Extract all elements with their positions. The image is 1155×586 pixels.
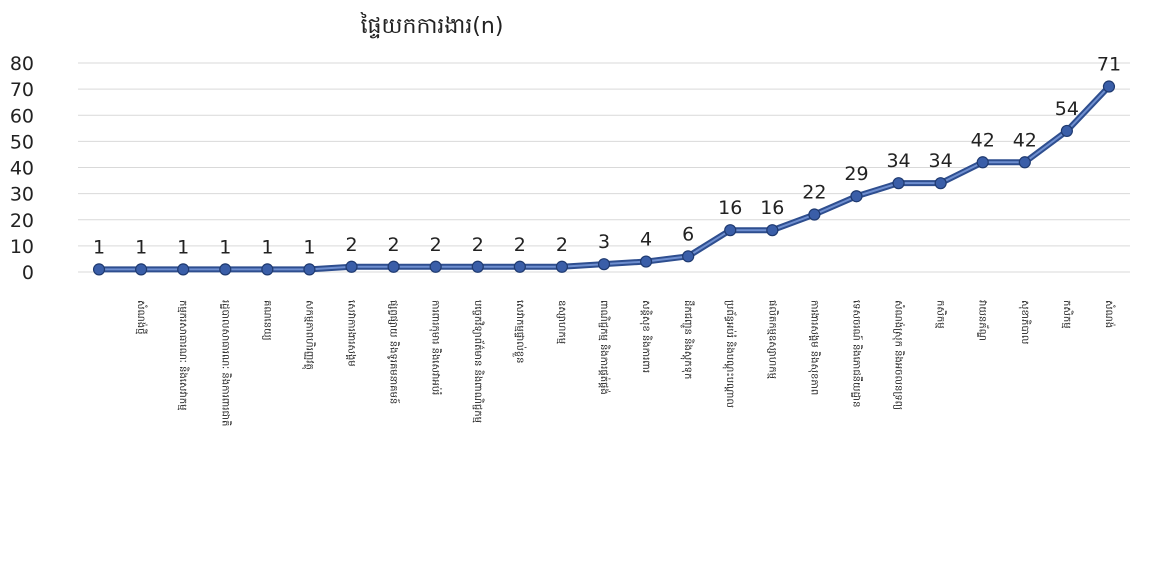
x-tick-label: កសិកម្ម <box>1061 300 1074 329</box>
data-label: 1 <box>93 236 105 258</box>
data-point <box>682 250 695 263</box>
data-label: 2 <box>345 234 357 256</box>
x-tick-label: សំណង់ <box>1103 300 1116 328</box>
x-tick-label: សកម្មភាពហិរញ្ញវត្ថុ <box>301 300 316 370</box>
data-point <box>724 224 737 237</box>
data-point <box>1102 80 1116 93</box>
data-point <box>808 208 821 221</box>
data-label: 16 <box>760 197 784 219</box>
y-tick-label: 80 <box>10 53 34 75</box>
data-label: 54 <box>1055 98 1079 120</box>
y-tick-label: 40 <box>10 158 34 180</box>
data-label: 29 <box>844 163 868 185</box>
x-tick-label: ឧស្សាហកម្ម <box>556 300 567 344</box>
data-point <box>555 260 569 273</box>
data-label: 22 <box>802 182 826 204</box>
x-axis: សំណង់ថ្មី កម្មករសាធារណៈ និងសេវាកម្ម រដ្ឋបា… <box>135 300 1116 426</box>
data-label: 1 <box>177 236 189 258</box>
data-point <box>1060 124 1073 138</box>
x-tick-label: សំណង់ថ្មី <box>135 300 148 334</box>
data-point <box>471 260 484 273</box>
data-label: 34 <box>886 150 910 172</box>
data-label: 1 <box>135 236 147 258</box>
x-tick-label: សន្តិសុខ និងការពារ <box>639 300 653 373</box>
x-tick-label: ផលិតកម្មឧស្សាហកម្ម <box>766 300 779 379</box>
x-tick-label: គណនេយ្យ <box>261 300 272 341</box>
data-point <box>892 177 905 190</box>
data-point <box>1018 156 1031 169</box>
data-point <box>387 260 400 273</box>
chart-title: ផ្ទៃយកការងារ(n) <box>360 12 504 39</box>
data-label: 2 <box>430 234 442 256</box>
data-label: 1 <box>303 236 315 258</box>
data-point <box>597 258 611 271</box>
y-tick-label: 0 <box>22 262 34 284</box>
data-label: 2 <box>388 234 400 256</box>
data-point <box>513 260 526 273</box>
data-point <box>261 263 274 276</box>
x-tick-label: ទេសចរណ៍ និងភោជនីយដ្ឋាន <box>850 300 863 407</box>
x-tick-label: ការងារសង្គម និងសុខភាព <box>807 300 821 395</box>
x-tick-label: វាយនភ័ណ្ឌ <box>977 300 990 341</box>
y-tick-label: 10 <box>10 236 34 258</box>
series <box>92 80 1116 276</box>
data-label: 34 <box>929 150 953 172</box>
data-label: 4 <box>640 229 652 251</box>
data-point <box>177 263 190 276</box>
data-point <box>976 156 989 169</box>
data-label: 2 <box>514 234 526 256</box>
x-tick-label: កម្មករសាធារណៈ និងសេវាកម្ម <box>177 300 190 410</box>
data-label: 2 <box>472 234 484 256</box>
data-point <box>766 224 779 237</box>
x-tick-label: ផ្សព្វផ្សាយ និងទូរគមនាគមន៍ <box>387 300 401 404</box>
data-point <box>639 255 653 268</box>
x-tick-label: សុខាភិបាល <box>1018 300 1032 345</box>
gridlines <box>78 62 1130 273</box>
y-tick-label: 20 <box>10 210 34 232</box>
x-tick-label: ប្រព័ន្ធអប់រំ និងបណ្តុះបណ្តាល <box>722 300 737 408</box>
data-point <box>92 263 106 276</box>
y-axis: 0 10 20 30 40 50 60 70 80 <box>10 53 34 284</box>
x-tick-label: ពាណិជ្ជកម្ម និងការផ្គត់ផ្គង់ <box>598 300 611 395</box>
x-tick-label: សំណង់ស្រុក និងអចលនទ្រព្យ <box>892 300 906 410</box>
data-label: 1 <box>261 236 273 258</box>
data-label: 42 <box>971 129 995 151</box>
y-tick-label: 30 <box>10 184 34 206</box>
x-tick-label: ការពារកុមារ និងសេវាអប់រំ <box>429 300 443 395</box>
x-tick-label: សេវាការងារសង្គម <box>346 300 357 367</box>
data-point <box>345 260 358 273</box>
data-point <box>303 263 316 276</box>
y-tick-label: 70 <box>10 79 34 101</box>
data-label: 16 <box>718 197 742 219</box>
data-point <box>135 263 148 276</box>
y-tick-label: 50 <box>10 131 34 153</box>
data-point <box>850 190 863 203</box>
data-label: 42 <box>1013 129 1037 151</box>
y-tick-label: 60 <box>10 105 34 127</box>
data-point <box>429 260 442 273</box>
x-tick-label: សេវាកម្មផ្ទាល់ខ្លួន <box>512 300 527 363</box>
data-label: 1 <box>219 236 231 258</box>
data-label: 3 <box>598 231 610 253</box>
data-point <box>934 177 947 190</box>
x-tick-label: រដ្ឋបាលសាធារណៈ និងការពារជាតិ <box>219 300 232 426</box>
x-tick-label: ដឹកជញ្ជូន និងស្តុកទុក <box>680 300 695 379</box>
data-point <box>219 263 232 276</box>
x-tick-label: បច្ចេកវិទ្យាព័ត៌មាន និងពាណិជ្ជកម្ម <box>472 300 485 423</box>
data-label: 71 <box>1097 54 1121 76</box>
x-tick-label: កសិកម្ម <box>935 300 948 329</box>
data-label: 2 <box>556 234 568 256</box>
data-label: 6 <box>682 223 694 245</box>
